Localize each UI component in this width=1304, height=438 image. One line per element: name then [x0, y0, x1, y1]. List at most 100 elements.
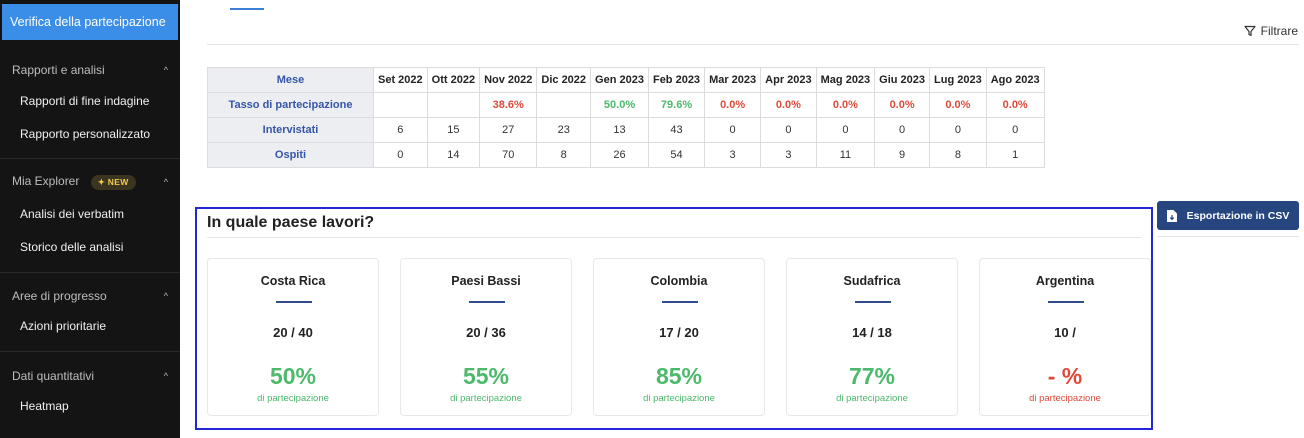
card-accent-bar — [1048, 301, 1084, 303]
table-cell: 6 — [373, 117, 428, 143]
table-cell: 0 — [760, 117, 817, 143]
section-mia-explorer[interactable]: Mia Explorer ✦ NEW ^ — [12, 173, 172, 191]
table-cell: 1 — [985, 142, 1045, 168]
table-cell — [426, 92, 481, 118]
table-cell: 11 — [815, 142, 876, 168]
table-cell: 0 — [815, 117, 876, 143]
country-sub-label: di partecipazione — [450, 393, 522, 404]
card-accent-bar — [469, 301, 505, 303]
table-cell: 0.0% — [704, 92, 762, 118]
table-cell: 27 — [479, 117, 538, 143]
filter-button[interactable]: Filtrare — [1244, 24, 1298, 38]
country-name: Costa Rica — [260, 274, 326, 288]
table-cell — [536, 92, 592, 118]
country-name: Argentina — [1035, 274, 1095, 288]
table-cell: 0.0% — [815, 92, 876, 118]
chevron-up-icon: ^ — [163, 177, 168, 187]
section-reports[interactable]: Rapporti e analisi ^ — [12, 61, 172, 79]
table-cell: 8 — [536, 142, 592, 168]
export-csv-button[interactable]: Esportazione in CSV — [1157, 201, 1299, 230]
table-cell: 70 — [479, 142, 538, 168]
month-header: Giu 2023 — [874, 67, 931, 93]
table-cell: 38.6% — [479, 92, 538, 118]
header-divider — [207, 44, 1299, 45]
month-header: Lug 2023 — [929, 67, 987, 93]
country-card: Sudafrica 14 / 18 77% di partecipazione — [786, 258, 958, 416]
sidebar-item-verbatim-analysis[interactable]: Analisi dei verbatim — [20, 207, 125, 221]
month-header: Dic 2022 — [536, 67, 592, 93]
table-cell: 3 — [704, 142, 762, 168]
table-cell: 3 — [760, 142, 817, 168]
panel-title: In quale paese lavori? — [207, 214, 375, 231]
table-cell: 0 — [985, 117, 1045, 143]
country-ratio: 10 / — [1054, 325, 1076, 340]
filter-label: Filtrare — [1260, 24, 1298, 38]
section-quantitative-data[interactable]: Dati quantitativi ^ — [12, 367, 172, 385]
section-label: Dati quantitativi — [12, 369, 95, 383]
table-cell — [373, 92, 428, 118]
new-badge: ✦ NEW — [90, 175, 136, 190]
divider — [1157, 236, 1299, 237]
month-header: Feb 2023 — [647, 67, 706, 93]
table-row-interviewed: Intervistati 6 15 27 23 13 43 0 0 0 0 0 … — [207, 117, 1045, 143]
sidebar-item-priority-actions[interactable]: Azioni prioritarie — [20, 319, 107, 333]
month-header: Apr 2023 — [760, 67, 817, 93]
sidebar-item-heatmap[interactable]: Heatmap — [20, 399, 69, 413]
country-percent: 77% — [848, 363, 896, 389]
sidebar: Verifica della partecipazione Rapporti e… — [0, 0, 180, 438]
country-panel: In quale paese lavori? Costa Rica 20 / 4… — [195, 207, 1153, 430]
table-cell: 0 — [373, 142, 428, 168]
month-header: Nov 2022 — [479, 67, 538, 93]
country-percent: - % — [1047, 363, 1083, 389]
country-percent: 50% — [269, 363, 317, 389]
row-label: Ospiti — [207, 142, 374, 168]
country-ratio: 20 / 40 — [273, 325, 313, 340]
table-cell: 43 — [647, 117, 706, 143]
table-cell: 14 — [426, 142, 481, 168]
country-ratio: 14 / 18 — [852, 325, 892, 340]
table-cell: 0.0% — [760, 92, 817, 118]
sidebar-item-end-survey-reports[interactable]: Rapporti di fine indagine — [20, 94, 150, 108]
participation-table: Mese Set 2022 Ott 2022 Nov 2022 Dic 2022… — [207, 67, 1045, 168]
country-card: Costa Rica 20 / 40 50% di partecipazione — [207, 258, 379, 416]
table-cell: 50.0% — [590, 92, 649, 118]
country-percent: 85% — [655, 363, 703, 389]
country-name: Paesi Bassi — [451, 274, 521, 288]
chevron-up-icon: ^ — [163, 291, 168, 301]
sidebar-item-participation-check[interactable]: Verifica della partecipazione — [2, 4, 178, 40]
sidebar-item-analysis-history[interactable]: Storico delle analisi — [20, 240, 124, 254]
table-cell: 9 — [874, 142, 931, 168]
section-progress-areas[interactable]: Aree di progresso ^ — [12, 287, 172, 305]
country-name: Sudafrica — [843, 274, 901, 288]
new-badge-label: NEW — [107, 177, 129, 187]
country-card: Argentina 10 / - % di partecipazione — [979, 258, 1151, 416]
section-label-wrap: Mia Explorer ✦ NEW — [12, 174, 136, 190]
table-cell: 13 — [590, 117, 649, 143]
table-header-row: Mese Set 2022 Ott 2022 Nov 2022 Dic 2022… — [207, 67, 1045, 93]
divider — [0, 158, 180, 159]
table-cell: 79.6% — [647, 92, 706, 118]
card-accent-bar — [662, 301, 698, 303]
table-row-participation-rate: Tasso di partecipazione 38.6% 50.0% 79.6… — [207, 92, 1045, 118]
country-ratio: 20 / 36 — [466, 325, 506, 340]
month-header: Gen 2023 — [590, 67, 649, 93]
table-cell: 8 — [929, 142, 987, 168]
country-card: Colombia 17 / 20 85% di partecipazione — [593, 258, 765, 416]
panel-divider — [207, 237, 1141, 238]
filter-icon — [1244, 25, 1256, 37]
country-sub-label: di partecipazione — [643, 393, 715, 404]
table-cell: 0.0% — [985, 92, 1045, 118]
country-percent: 55% — [462, 363, 510, 389]
month-header: Set 2022 — [373, 67, 428, 93]
row-label: Tasso di partecipazione — [207, 92, 374, 118]
file-download-icon — [1166, 209, 1177, 222]
sidebar-item-custom-report[interactable]: Rapporto personalizzato — [20, 127, 151, 141]
country-ratio: 17 / 20 — [659, 325, 699, 340]
month-header: Mag 2023 — [815, 67, 876, 93]
month-header: Ago 2023 — [985, 67, 1045, 93]
table-cell: 0.0% — [929, 92, 987, 118]
month-header: Ott 2022 — [426, 67, 481, 93]
country-sub-label: di partecipazione — [257, 393, 329, 404]
section-label: Aree di progresso — [12, 289, 107, 303]
row-label: Intervistati — [207, 117, 374, 143]
